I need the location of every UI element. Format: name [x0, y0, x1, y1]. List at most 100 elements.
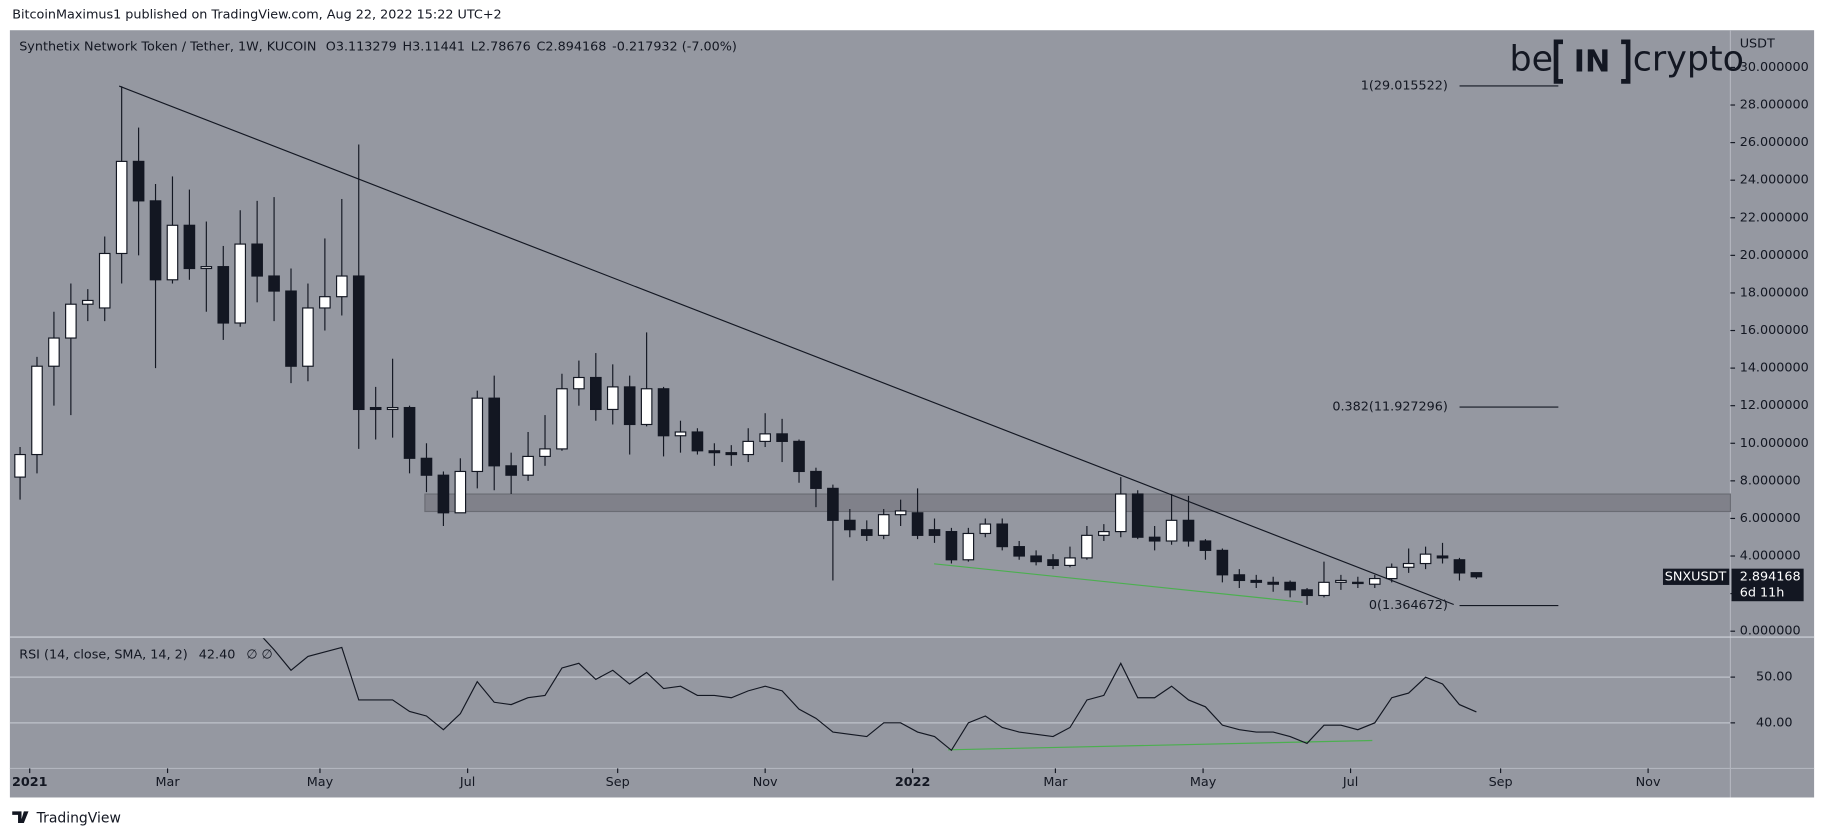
- candle-body: [1064, 557, 1076, 566]
- candle-body: [217, 266, 230, 324]
- candle-body: [1352, 581, 1364, 585]
- y-tick-label: 4.000000: [1740, 549, 1801, 564]
- price-pane: [14, 86, 1483, 605]
- legend-text: Synthetix Network Token / Tether, 1W, KU…: [19, 39, 737, 54]
- x-tick-label: Jul: [459, 775, 475, 790]
- candle-body: [522, 455, 534, 476]
- candle-body: [793, 440, 805, 473]
- fib-label: 0(1.364672): [1369, 598, 1448, 613]
- candle-body: [742, 440, 755, 456]
- candle-body: [674, 431, 687, 437]
- watermark-be: be: [1510, 39, 1554, 79]
- candle-body: [810, 470, 822, 489]
- ohlc-key: O: [326, 39, 336, 54]
- candle-body: [1284, 581, 1296, 591]
- candle-body: [132, 160, 145, 202]
- candle-body: [471, 397, 484, 473]
- footer: TradingView: [12, 810, 121, 826]
- y-tick-label: 18.000000: [1740, 285, 1809, 300]
- candle-body: [860, 529, 873, 536]
- ticker-tag-bg: [1662, 568, 1730, 585]
- candle-body: [1301, 589, 1313, 597]
- candle-body: [827, 487, 839, 521]
- candle-body: [1165, 519, 1178, 542]
- y-tick-label: 8.000000: [1740, 473, 1801, 488]
- fib-label: 0.382(11.927296): [1332, 400, 1448, 415]
- y-tick-label: 16.000000: [1740, 323, 1809, 338]
- candle-body: [945, 531, 958, 561]
- x-tick-label: Sep: [1489, 775, 1513, 790]
- candle-body: [623, 386, 636, 426]
- watermark-bracket: [1553, 39, 1631, 84]
- watermark: be IN crypto: [1510, 39, 1744, 84]
- candle-body: [488, 397, 501, 467]
- candle-body: [1233, 574, 1246, 582]
- candle-body: [894, 510, 907, 516]
- candle-body: [691, 431, 704, 452]
- candle-body: [98, 252, 111, 309]
- candle-body: [657, 388, 670, 437]
- candle-body: [1368, 577, 1381, 585]
- price-divergence-line: [934, 563, 1303, 603]
- candle-body: [65, 303, 77, 339]
- x-tick-label: 2022: [895, 775, 931, 790]
- axis-unit: USDT: [1740, 37, 1775, 52]
- descending-trendline: [118, 85, 1454, 606]
- x-tick-label: Mar: [1043, 775, 1068, 790]
- candle-body: [166, 224, 179, 281]
- x-tick-label: Jul: [1342, 775, 1358, 790]
- x-tick-label: Nov: [1636, 775, 1661, 790]
- candle-body: [454, 470, 467, 514]
- candle-body: [1098, 531, 1110, 536]
- candle-body: [505, 465, 517, 476]
- x-tick-label: 2021: [12, 775, 48, 790]
- candle-body: [1267, 581, 1279, 585]
- candle-body: [200, 266, 213, 270]
- candle-body: [1402, 562, 1415, 568]
- candle-body: [1419, 553, 1432, 565]
- ohlc-value: 2.894168: [545, 39, 606, 54]
- candle-body: [962, 532, 975, 561]
- rsi-title: RSI (14, close, SMA, 14, 2): [19, 647, 188, 662]
- candle-body: [573, 376, 585, 390]
- candle-body: [1114, 493, 1127, 533]
- candle-body: [556, 388, 568, 450]
- ohlc-value: 3.11441: [412, 39, 465, 54]
- candle-body: [420, 457, 433, 476]
- countdown: 6d 11h: [1740, 586, 1785, 601]
- candle-body: [302, 307, 314, 367]
- candle-body: [759, 433, 771, 442]
- ohlc-change: -0.217932 (-7.00%): [612, 39, 737, 54]
- rsi-divergence-line: [948, 739, 1373, 751]
- footer-brand: TradingView: [36, 810, 121, 826]
- y-tick-label: 6.000000: [1740, 511, 1801, 526]
- candle-body: [708, 450, 721, 454]
- ohlc-key: C: [537, 39, 546, 54]
- candle-body: [115, 160, 128, 255]
- candle-body: [996, 523, 1009, 548]
- candle-body: [1385, 566, 1398, 580]
- candle-body: [1216, 549, 1229, 576]
- candle-body: [1081, 534, 1093, 559]
- candle-body: [539, 448, 551, 458]
- price-tag-bg: [1731, 568, 1804, 602]
- candle-body: [590, 376, 602, 411]
- candle-body: [979, 523, 992, 535]
- candle-body: [14, 453, 26, 478]
- y-tick-label: 26.000000: [1740, 135, 1809, 150]
- y-tick-label: 24.000000: [1740, 173, 1809, 188]
- candle-body: [911, 512, 924, 536]
- candle-body: [1030, 555, 1042, 563]
- candle-body: [877, 514, 890, 536]
- candle-body: [268, 275, 280, 292]
- candle-body: [1335, 579, 1347, 583]
- candle-body: [928, 529, 941, 536]
- candle-body: [1199, 540, 1212, 551]
- candle-body: [640, 388, 653, 426]
- candle-body: [1131, 493, 1144, 538]
- candle-body: [403, 406, 416, 459]
- candle-body: [437, 474, 450, 514]
- x-tick-label: May: [307, 775, 334, 790]
- candle-body: [844, 519, 856, 531]
- candle-body: [183, 224, 196, 270]
